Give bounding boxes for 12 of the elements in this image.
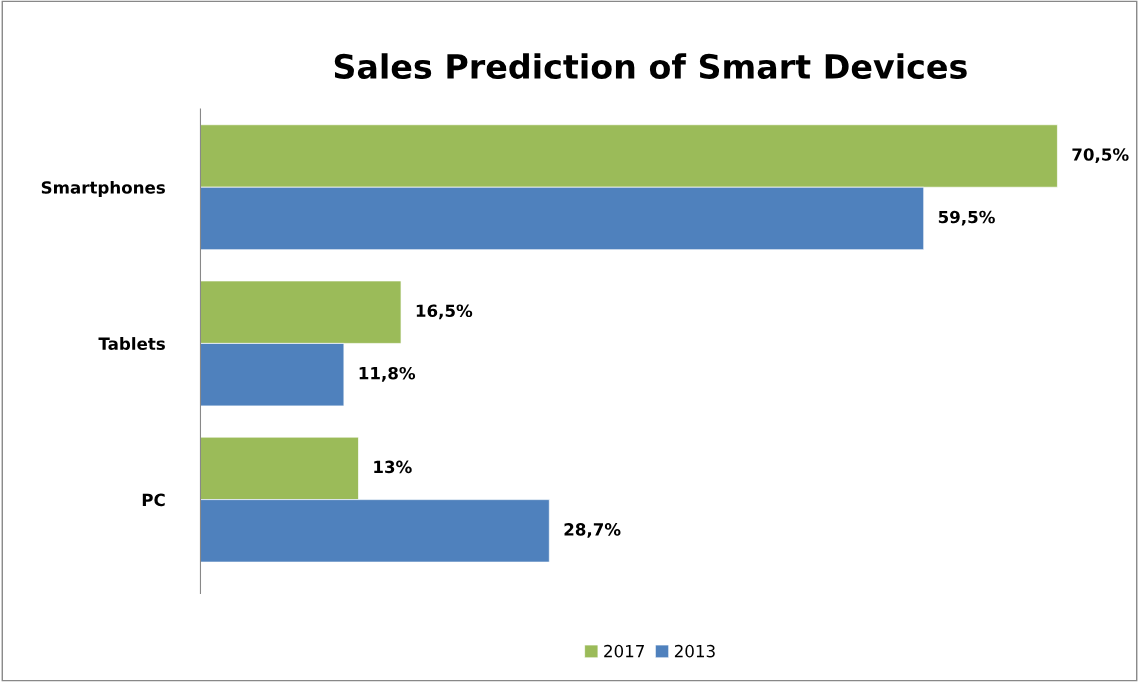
data-label: 28,7% — [564, 523, 621, 538]
data-label: 16,5% — [416, 304, 473, 320]
data-label: 13% — [374, 460, 412, 474]
chart-title: Sales Prediction of Smart Devices — [334, 53, 967, 80]
data-label: 70,5% — [1072, 148, 1129, 163]
data-label: 11,8% — [359, 366, 416, 382]
legend-label: 2017 — [604, 644, 644, 658]
y-tick-label: Smartphones — [41, 180, 165, 198]
legend-label: 2013 — [674, 644, 715, 658]
data-label: 59,5% — [938, 210, 995, 226]
y-tick-label: Tablets — [98, 337, 165, 350]
y-tick-label: PC — [142, 493, 165, 507]
